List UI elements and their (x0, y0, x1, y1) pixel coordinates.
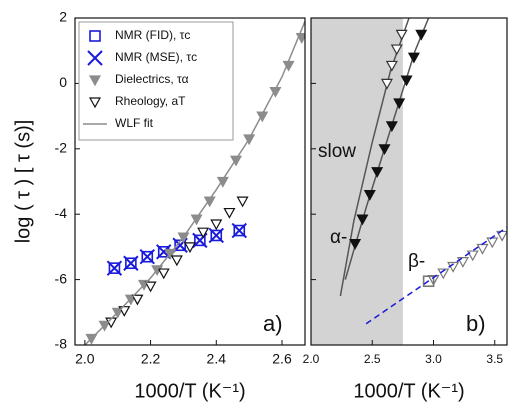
x-axis-label: 1000/T (K⁻¹) (353, 380, 464, 402)
annotation: α- (330, 227, 347, 248)
marker-triangle (131, 294, 144, 306)
marker-triangle (349, 239, 362, 250)
x-tick-label: 3.5 (486, 352, 503, 366)
legend-label: WLF fit (115, 116, 154, 130)
x-tick-label: 2.6 (272, 351, 292, 367)
marker-triangle (400, 75, 413, 87)
y-tick-label: -4 (55, 205, 68, 221)
marker-triangle (236, 196, 249, 208)
y-axis-label: log ( τ ) [ τ (s)] (12, 120, 34, 244)
marker-triangle (390, 44, 403, 56)
marker-x (106, 260, 123, 276)
marker-triangle (486, 237, 499, 249)
marker-square (125, 257, 137, 270)
marker-triangle (456, 257, 469, 268)
legend-label: NMR (FID), τc (115, 28, 190, 42)
legend-label: Rheology, aT (115, 94, 186, 108)
annotation: slow (318, 141, 356, 162)
x-axis-label: 1000/T (K⁻¹) (134, 380, 245, 402)
marker-triangle (356, 214, 369, 226)
marker-triangle (157, 268, 170, 280)
y-tick-label: 2 (59, 9, 67, 25)
legend-label: NMR (MSE), τc (115, 50, 197, 64)
marker-triangle (190, 214, 203, 226)
x-tick-label: 2.5 (364, 352, 381, 366)
marker-triangle (223, 207, 236, 219)
marker-square (108, 262, 121, 274)
marker-triangle (210, 219, 223, 231)
x-tick-label: 3.0 (425, 352, 442, 366)
plot-frame (74, 17, 306, 346)
marker-triangle (476, 243, 489, 255)
y-tick-label: 0 (59, 74, 67, 90)
marker-triangle (197, 227, 210, 239)
marker-square (210, 229, 223, 242)
x-tick-label: 2.2 (141, 351, 161, 367)
x-tick-label: 2.0 (75, 351, 95, 367)
marker-triangle (393, 98, 406, 110)
marker-square (422, 275, 435, 288)
marker-triangle (385, 121, 398, 133)
x-tick-label: 2.4 (207, 351, 227, 367)
plot-area (311, 18, 507, 345)
marker-square (194, 234, 206, 247)
marker-triangle (256, 111, 269, 123)
marker-triangle (380, 78, 393, 90)
marker-triangle (229, 155, 243, 167)
marker-triangle (88, 97, 102, 109)
marker-triangle (437, 268, 450, 280)
marker-triangle (371, 167, 384, 178)
marker-triangle (378, 144, 391, 156)
marker-triangle (170, 255, 183, 267)
y-tick-label: -2 (55, 140, 68, 156)
marker-triangle (385, 60, 398, 72)
shaded-region (311, 18, 403, 345)
marker-triangle (395, 29, 408, 41)
marker-x (123, 255, 139, 271)
y-tick-label: -8 (55, 336, 68, 352)
marker-triangle (88, 75, 102, 87)
marker-triangle (363, 189, 376, 201)
marker-triangle (216, 176, 229, 188)
line (365, 226, 507, 325)
marker-square (89, 30, 101, 42)
marker-triangle (269, 86, 282, 98)
plot-area (84, 20, 305, 345)
x-tick-label: 2.0 (303, 352, 320, 366)
marker-x (87, 50, 103, 66)
marker-triangle (447, 261, 460, 273)
annotation: β- (408, 251, 425, 272)
marker-x (139, 249, 155, 265)
legend-box (78, 21, 234, 141)
marker-x (231, 222, 247, 239)
y-tick-label: -6 (55, 270, 68, 286)
marker-square (233, 224, 246, 237)
marker-triangle (415, 29, 428, 41)
marker-x (208, 227, 224, 244)
marker-triangle (183, 242, 197, 254)
annotation: a) (263, 311, 283, 336)
marker-triangle (407, 52, 420, 64)
legend-label: Dielectrics, τα (115, 72, 189, 86)
annotation: b) (466, 311, 486, 336)
line (84, 20, 305, 345)
plot-frame (310, 17, 508, 346)
marker-square (141, 250, 154, 263)
marker-triangle (144, 281, 157, 293)
